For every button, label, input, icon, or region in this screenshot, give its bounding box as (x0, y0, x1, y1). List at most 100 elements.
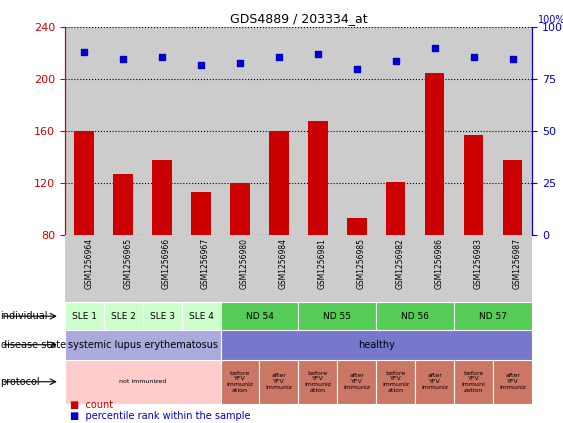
Bar (493, 235, 532, 302)
Bar (65, 360, 221, 404)
Point (352, 66, 361, 72)
Text: GSM1256985: GSM1256985 (357, 238, 366, 289)
Text: SLE 4: SLE 4 (189, 312, 213, 321)
Point (314, 51, 323, 58)
Bar (298, 27, 337, 235)
Bar (415, 27, 454, 235)
Text: ND 57: ND 57 (479, 312, 507, 321)
Bar (337, 27, 376, 235)
Text: ■  percentile rank within the sample: ■ percentile rank within the sample (70, 411, 251, 421)
Text: ■  count: ■ count (70, 400, 114, 410)
Text: before
YFV
immuniz
ation: before YFV immuniz ation (305, 371, 332, 393)
Bar (104, 235, 142, 302)
Bar (415, 235, 454, 302)
Bar (298, 235, 337, 302)
Bar (376, 235, 415, 302)
Text: GSM1256987: GSM1256987 (512, 238, 521, 289)
Point (508, 55, 517, 62)
Point (119, 55, 128, 62)
Point (430, 45, 439, 52)
Text: after
YFV
immuniz: after YFV immuniz (499, 374, 526, 390)
Text: 100%: 100% (538, 15, 563, 25)
Text: disease state: disease state (1, 340, 66, 350)
Text: ND 56: ND 56 (401, 312, 429, 321)
Bar (260, 235, 298, 302)
Bar (230, 183, 250, 235)
Text: GSM1256982: GSM1256982 (396, 238, 405, 289)
Bar (221, 302, 298, 330)
Bar (347, 218, 367, 235)
Bar (260, 360, 298, 404)
Bar (454, 235, 493, 302)
Bar (376, 27, 415, 235)
Bar (425, 73, 444, 235)
Bar (65, 302, 104, 330)
Point (196, 61, 205, 68)
Bar (308, 121, 328, 235)
Bar (269, 131, 289, 235)
Bar (142, 235, 181, 302)
Bar (65, 235, 104, 302)
Text: ND 54: ND 54 (245, 312, 274, 321)
Bar (104, 302, 142, 330)
Bar (464, 135, 484, 235)
Bar (298, 302, 376, 330)
Bar (142, 302, 181, 330)
Bar (181, 235, 221, 302)
Bar (113, 174, 133, 235)
Text: GSM1256965: GSM1256965 (123, 238, 132, 289)
Bar (104, 27, 142, 235)
Bar (153, 159, 172, 235)
Bar (142, 27, 181, 235)
Point (274, 53, 283, 60)
Text: ND 55: ND 55 (323, 312, 351, 321)
Text: after
YFV
immuniz: after YFV immuniz (343, 374, 370, 390)
Text: before
YFV
immuni
zation: before YFV immuni zation (462, 371, 485, 393)
Point (80, 49, 89, 56)
Text: GSM1256966: GSM1256966 (162, 238, 171, 289)
Bar (493, 27, 532, 235)
Bar (415, 360, 454, 404)
Text: healthy: healthy (358, 340, 395, 350)
Bar (221, 330, 532, 360)
Point (158, 53, 167, 60)
Bar (493, 360, 532, 404)
Bar (376, 360, 415, 404)
Text: systemic lupus erythematosus: systemic lupus erythematosus (68, 340, 218, 350)
Bar (65, 27, 104, 235)
Bar (221, 27, 260, 235)
Bar (454, 360, 493, 404)
Bar (337, 235, 376, 302)
Text: individual: individual (1, 311, 48, 321)
Text: GSM1256984: GSM1256984 (279, 238, 288, 289)
Bar (181, 302, 221, 330)
Text: SLE 3: SLE 3 (150, 312, 175, 321)
Text: GSM1256980: GSM1256980 (240, 238, 249, 289)
Point (391, 57, 400, 64)
Bar (221, 360, 260, 404)
Text: GSM1256983: GSM1256983 (473, 238, 482, 289)
Text: before
YFV
immuniz
ation: before YFV immuniz ation (382, 371, 409, 393)
Point (469, 53, 478, 60)
Bar (337, 360, 376, 404)
Text: after
YFV
immuniz: after YFV immuniz (421, 374, 448, 390)
Bar (386, 181, 405, 235)
Text: not immunized: not immunized (119, 379, 166, 384)
Text: GSM1256986: GSM1256986 (435, 238, 444, 289)
Text: GSM1256981: GSM1256981 (318, 238, 327, 289)
Bar (221, 235, 260, 302)
Bar (298, 360, 337, 404)
Bar (260, 27, 298, 235)
Title: GDS4889 / 203334_at: GDS4889 / 203334_at (230, 12, 367, 25)
Text: protocol: protocol (1, 377, 40, 387)
Bar (74, 131, 94, 235)
Bar (503, 159, 522, 235)
Point (235, 59, 244, 66)
Bar (454, 302, 532, 330)
Text: SLE 2: SLE 2 (111, 312, 136, 321)
Text: after
YFV
immuniz: after YFV immuniz (265, 374, 292, 390)
Bar (181, 27, 221, 235)
Text: before
YFV
immuniz
ation: before YFV immuniz ation (226, 371, 253, 393)
Text: GSM1256967: GSM1256967 (201, 238, 210, 289)
Bar (376, 302, 454, 330)
